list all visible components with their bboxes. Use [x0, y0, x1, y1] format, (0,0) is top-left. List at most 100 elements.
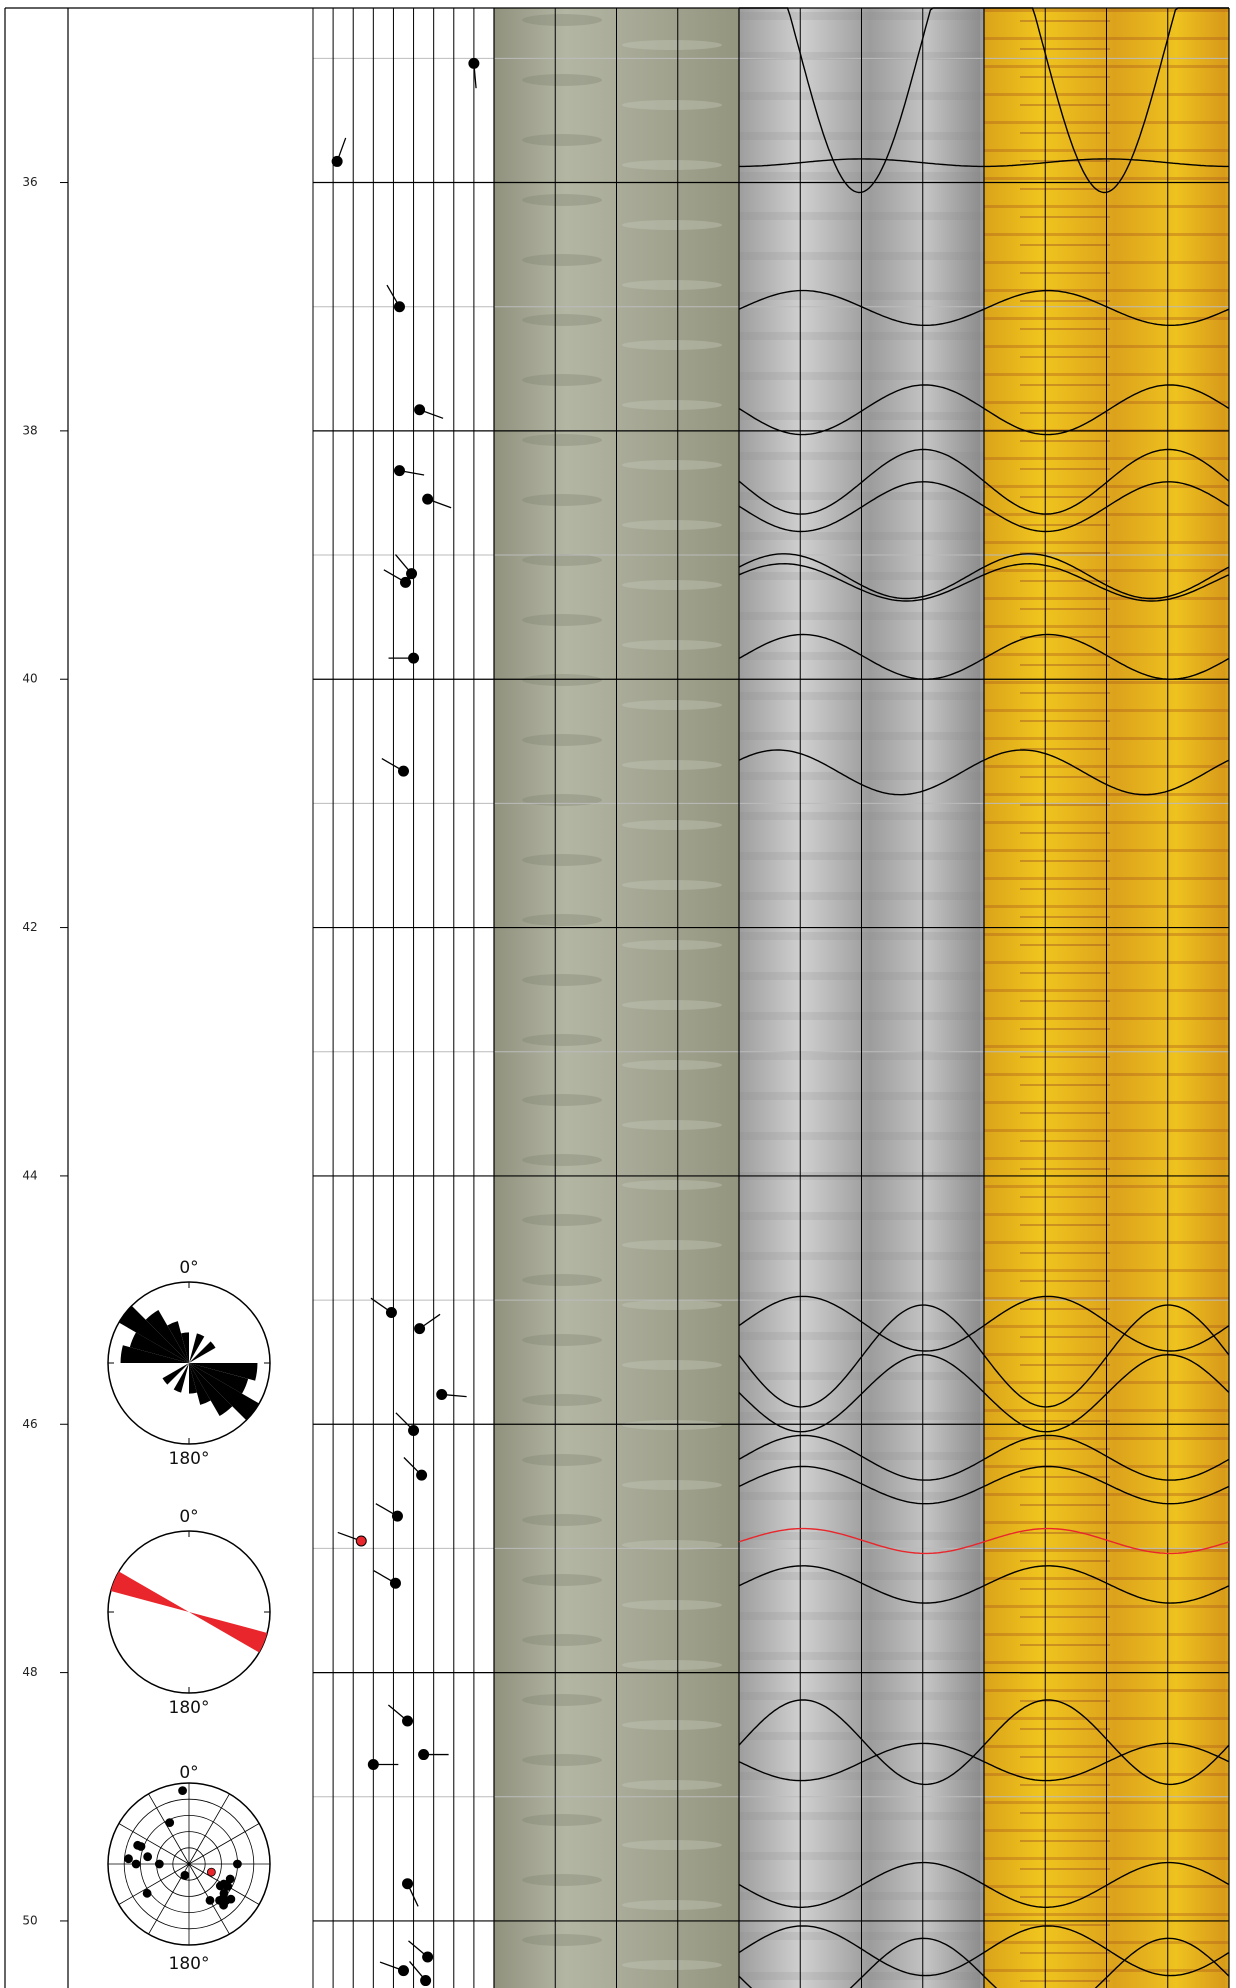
- sinusoid: [738, 1925, 985, 1977]
- tadpole: [391, 1510, 403, 1522]
- rose-group: 0° 180° 0° 180° 0° 180°: [107, 1258, 271, 1974]
- rose-petal: [189, 1341, 216, 1363]
- sinusoid: [738, 1742, 985, 1782]
- sinusoid: [738, 448, 985, 515]
- depth-tick-label: 38: [22, 423, 37, 437]
- tadpole: [414, 404, 426, 416]
- rose-petal: [167, 1321, 189, 1363]
- tadpole: [422, 1951, 434, 1963]
- sinusoid: [983, 289, 1230, 326]
- depth-tick-label: 50: [22, 1913, 37, 1927]
- tadpole: [406, 568, 418, 580]
- stereonet-pole: [165, 1818, 175, 1828]
- stereonet-pole: [154, 1859, 164, 1869]
- tadpole: [408, 652, 420, 664]
- depth-tick-label: 42: [22, 920, 37, 934]
- stereonet-pole: [131, 1859, 141, 1869]
- stereonet-pole: [206, 1867, 216, 1877]
- sinusoid: [983, 1304, 1230, 1408]
- rose-petal: [110, 1571, 189, 1612]
- sinusoid: [984, 158, 1229, 168]
- rose-petal: [129, 1332, 189, 1363]
- depth-tick-label: 44: [22, 1168, 37, 1182]
- sinusoid: [738, 633, 985, 680]
- tadpole: [436, 1388, 448, 1400]
- sinusoid: [983, 553, 1230, 600]
- depth-tick-label: 40: [22, 672, 37, 686]
- sinusoid: [983, 562, 1230, 602]
- stereonet-pole: [219, 1879, 229, 1889]
- stereonet-pole: [124, 1854, 133, 1864]
- tadpole: [418, 1749, 430, 1761]
- stereonet-pole: [178, 1786, 187, 1796]
- tadpole: [393, 301, 405, 313]
- stereonet-spoke: [118, 1863, 190, 1905]
- tadpole: [416, 1469, 428, 1481]
- tadpole: [400, 576, 412, 588]
- sinusoid: [738, 481, 985, 533]
- rose-north-label: 0°: [179, 1258, 198, 1278]
- rose-petal: [162, 1363, 189, 1385]
- tadpole: [355, 1535, 367, 1547]
- rose-petal: [189, 1363, 233, 1417]
- sinusoid: [739, 7, 984, 194]
- sinusoid: [983, 1699, 1230, 1786]
- tadpole: [367, 1758, 379, 1770]
- sinusoid: [738, 1353, 985, 1433]
- stereonet-spoke: [188, 1823, 260, 1865]
- tadpole: [398, 1965, 409, 1977]
- tadpole: [402, 1715, 414, 1727]
- sinusoid: [983, 1937, 1230, 1988]
- sinusoid: [983, 1925, 1230, 1977]
- tadpole: [414, 1323, 426, 1335]
- rose-petal: [120, 1345, 189, 1363]
- sinusoid: [983, 749, 1230, 796]
- sinusoid: [983, 481, 1230, 533]
- stereonet-pole: [219, 1900, 228, 1910]
- sinusoid: [983, 1742, 1230, 1782]
- sinusoid: [983, 448, 1230, 515]
- stereonet-north-label: 0°: [179, 1763, 198, 1783]
- sinusoid: [738, 289, 985, 326]
- rose-petal: [118, 1305, 189, 1363]
- sinusoid: [984, 7, 1229, 194]
- sinusoid: [738, 1434, 985, 1481]
- stereonet-spoke: [188, 1793, 230, 1865]
- sinusoid: [983, 1861, 1230, 1908]
- tadpole: [331, 155, 343, 167]
- stereonet-pole: [143, 1852, 153, 1862]
- sinusoid: [738, 1937, 985, 1988]
- sinusoid: [739, 158, 984, 168]
- stereonet-pole: [233, 1859, 242, 1869]
- rose-petal: [189, 1363, 211, 1405]
- tadpole: [408, 1424, 420, 1436]
- sinusoid: [983, 633, 1230, 680]
- rose-petal: [181, 1332, 189, 1363]
- depth-tick-label: 46: [22, 1417, 37, 1431]
- rose-south-label: 180°: [169, 1698, 210, 1718]
- sinusoid: [738, 1699, 985, 1786]
- tadpole: [468, 57, 480, 69]
- sinusoid: [738, 749, 985, 796]
- tadpole: [385, 1307, 397, 1319]
- sinusoid: [983, 1465, 1230, 1505]
- rose-petal: [189, 1363, 197, 1394]
- sinusoid: [738, 1465, 985, 1505]
- sinusoid: [738, 1861, 985, 1908]
- stereonet-south-label: 180°: [169, 1954, 210, 1974]
- tadpole: [420, 1975, 432, 1987]
- depth-tick-label: 48: [22, 1665, 37, 1679]
- stereonet-spoke: [118, 1823, 190, 1865]
- depth-tick-label: 36: [22, 175, 37, 189]
- rose-south-label: 180°: [169, 1449, 210, 1469]
- stereonet-spoke: [148, 1793, 190, 1865]
- sinusoid: [983, 1295, 1230, 1352]
- stereonet-pole: [133, 1840, 143, 1850]
- tadpole: [393, 465, 405, 477]
- rose-petal: [189, 1363, 260, 1421]
- rose-petal: [145, 1309, 189, 1363]
- sinusoid: [983, 1527, 1230, 1555]
- stereonet-pole: [219, 1888, 229, 1898]
- tadpole: [389, 1577, 401, 1589]
